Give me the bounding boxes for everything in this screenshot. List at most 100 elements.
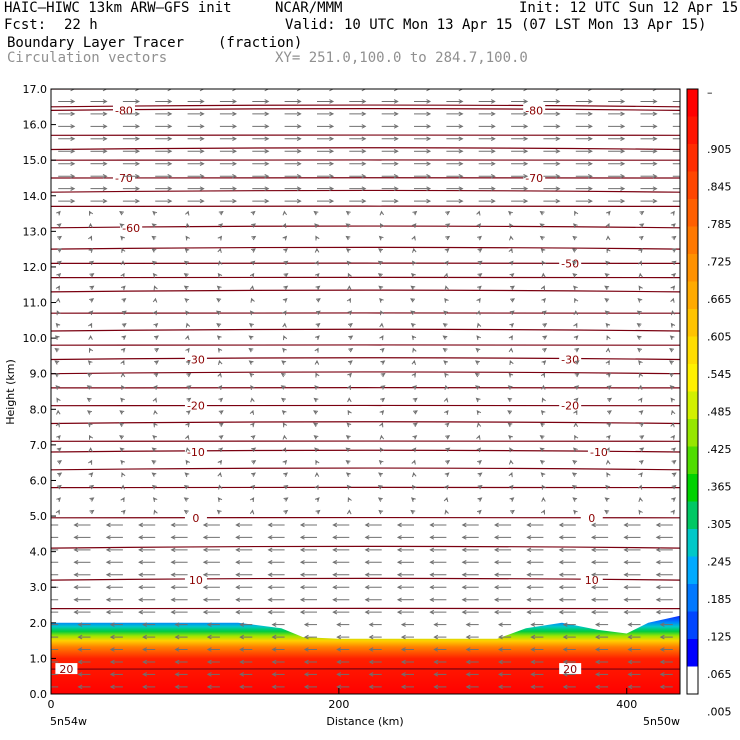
wind-vector-head: [239, 622, 245, 627]
contour-label: -10: [590, 446, 608, 459]
wind-vector-head: [120, 397, 125, 403]
wind-vector-head: [587, 89, 593, 92]
wind-vector-head: [361, 161, 367, 167]
wind-vector-head: [218, 410, 224, 415]
wind-vector-head: [461, 560, 467, 565]
wind-vector-head: [558, 609, 564, 615]
wind-vector-head: [55, 297, 61, 303]
wind-vector-head: [364, 584, 370, 590]
wind-vector-head: [670, 297, 675, 303]
wind-vector-head: [135, 198, 141, 204]
wind-vector-head: [167, 161, 173, 167]
wind-vector-head: [542, 323, 548, 328]
wind-vector-head: [412, 210, 418, 216]
wind-vector-head: [119, 410, 125, 415]
wind-vector-head: [70, 198, 76, 204]
wind-vector-head: [347, 372, 352, 378]
wind-vector-head: [142, 622, 148, 627]
wind-vector-head: [283, 497, 289, 502]
wind-vector-head: [490, 136, 496, 142]
wind-vector-head: [152, 272, 158, 278]
wind-vector-head: [361, 111, 367, 117]
wind-vector-head: [498, 634, 503, 640]
wind-vector-head: [282, 222, 287, 229]
wind-vector-head: [476, 509, 482, 515]
wind-vector-head: [573, 422, 579, 428]
wind-vector-head: [54, 335, 60, 340]
wind-vector-head: [530, 622, 536, 627]
wind-vector-head: [620, 161, 626, 167]
wind-vector-head: [315, 298, 321, 303]
wind-vector-head: [264, 173, 270, 179]
wind-vector-head: [313, 435, 319, 440]
wind-vector-head: [412, 385, 418, 390]
temperature-contour: [51, 545, 680, 549]
wind-vector-head: [151, 260, 157, 266]
wind-vector-head: [477, 248, 483, 253]
wind-vector-head: [659, 622, 665, 627]
wind-vector-head: [264, 136, 270, 142]
wind-vector-head: [361, 173, 367, 179]
wind-vector-head: [283, 484, 289, 490]
wind-vector-head: [587, 149, 593, 154]
wind-vector-head: [477, 273, 483, 278]
wind-vector-head: [623, 609, 629, 615]
wind-vector-head: [539, 210, 545, 216]
valid-time: Valid: 10 UTC Mon 13 Apr 15 (07 LST Mon …: [285, 17, 707, 33]
wind-vector-head: [671, 235, 677, 241]
wind-vector-head: [476, 310, 481, 316]
temperature-contour: [51, 371, 680, 375]
y-tick-label: 6.0: [30, 474, 48, 487]
wind-vector-head: [659, 647, 665, 652]
wind-vector-head: [264, 149, 270, 154]
wind-vector-head: [183, 273, 189, 278]
wind-vector-head: [332, 572, 338, 578]
wind-vector-head: [541, 496, 546, 502]
wind-vector-head: [562, 634, 568, 640]
wind-vector-head: [264, 186, 270, 191]
wind-vector-head: [620, 99, 626, 104]
wind-vector-head: [361, 186, 367, 191]
wind-vector-head: [541, 397, 546, 403]
wind-vector-head: [671, 447, 676, 453]
wind-vector-head: [361, 124, 367, 129]
wind-vector-head: [368, 672, 374, 677]
wind-vector-head: [314, 447, 319, 453]
contour-label-bg: [559, 663, 582, 675]
wind-vector-head: [587, 198, 593, 204]
wind-vector-head: [315, 323, 321, 328]
wind-vector-head: [42, 561, 46, 565]
wind-vector-head: [523, 89, 529, 92]
wind-vector-head: [299, 609, 305, 615]
wind-vector-head: [271, 672, 277, 677]
wind-vector-head: [494, 535, 499, 540]
wind-vector-head: [400, 659, 406, 665]
wind-vector-head: [379, 434, 385, 440]
wind-vector-head: [57, 235, 63, 241]
wind-vector-head: [445, 435, 451, 440]
wind-vector-head: [299, 547, 305, 553]
wind-vector-head: [283, 273, 289, 278]
wind-vector-head: [267, 572, 273, 578]
wind-vector-head: [396, 535, 402, 540]
wind-vector-head: [627, 647, 633, 652]
wind-vector-head: [151, 447, 157, 453]
wind-vector-head: [153, 285, 158, 291]
org-label: NCAR/MMM: [275, 0, 343, 16]
contour-label-bg: [184, 399, 207, 411]
wind-vector-head: [475, 397, 481, 403]
wind-vector-head: [426, 173, 432, 179]
wind-vector-head: [119, 223, 125, 228]
wind-vector-head: [86, 397, 92, 403]
wind-vector-head: [638, 235, 644, 241]
y-tick-label: 8.0: [30, 403, 48, 416]
colorbar-label: .425: [707, 443, 732, 456]
wind-vector-head: [433, 634, 439, 640]
wind-vector-head: [232, 111, 237, 117]
wind-vector-head: [215, 310, 221, 315]
wind-vector-head: [542, 335, 548, 340]
x-end-label-right: 5n50w: [643, 715, 680, 728]
wind-vector-head: [465, 659, 471, 665]
contour-label: 10: [189, 574, 203, 587]
wind-vector-head: [412, 260, 417, 266]
